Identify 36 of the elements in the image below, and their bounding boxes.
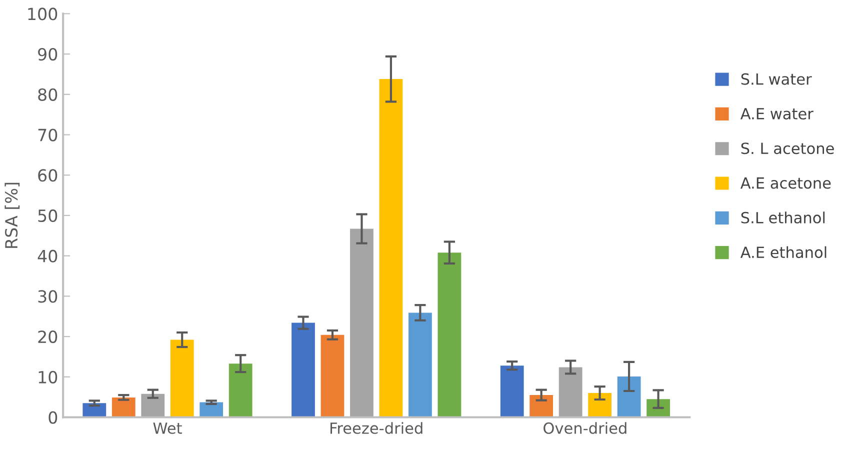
legend-label: A.E ethanol bbox=[740, 246, 826, 258]
bar bbox=[379, 79, 403, 418]
legend-label: S.L ethanol bbox=[741, 212, 825, 224]
bar bbox=[588, 393, 612, 418]
bar bbox=[617, 376, 641, 418]
bar bbox=[228, 364, 252, 418]
bar bbox=[320, 334, 344, 418]
x-tick-label: Freeze-dried bbox=[330, 422, 422, 434]
bar bbox=[112, 397, 136, 418]
bar bbox=[170, 340, 194, 418]
bar bbox=[438, 252, 462, 418]
bar bbox=[558, 367, 582, 418]
y-tick-label: 10 bbox=[38, 370, 58, 384]
y-tick-label: 50 bbox=[38, 209, 58, 222]
legend-label: A.E acetone bbox=[740, 177, 831, 189]
legend-label: S.L water bbox=[741, 73, 812, 85]
y-tick-label: 30 bbox=[38, 290, 58, 303]
y-tick-label: 0 bbox=[48, 411, 58, 424]
bar bbox=[292, 322, 315, 418]
legend-label: A.E water bbox=[740, 108, 814, 120]
y-tick-label: 70 bbox=[38, 128, 58, 142]
y-tick-label: 60 bbox=[38, 169, 58, 182]
x-tick-label: Wet bbox=[153, 422, 182, 434]
bar bbox=[500, 366, 524, 418]
y-axis-title: RSA [%] bbox=[4, 182, 20, 248]
bar bbox=[530, 395, 554, 418]
bar bbox=[350, 228, 374, 418]
bar bbox=[408, 312, 432, 418]
y-tick-label: 20 bbox=[38, 330, 58, 344]
y-tick-label: 90 bbox=[38, 48, 58, 61]
y-tick-label: 80 bbox=[38, 88, 58, 101]
y-tick-label: 100 bbox=[28, 8, 58, 20]
x-tick-label: Oven-dried bbox=[544, 422, 626, 434]
y-tick-label: 40 bbox=[38, 250, 58, 262]
legend-label: S. L acetone bbox=[741, 142, 834, 154]
bar bbox=[141, 394, 165, 418]
